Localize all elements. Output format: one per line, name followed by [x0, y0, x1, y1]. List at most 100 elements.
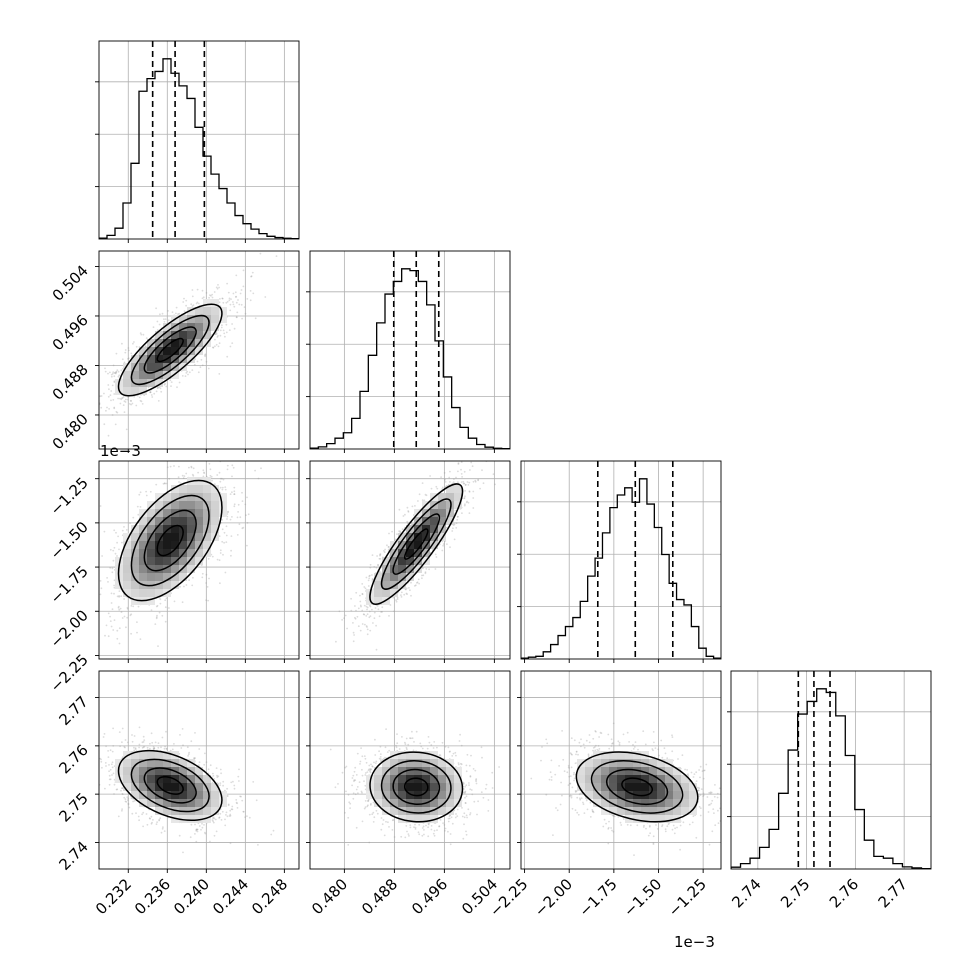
density-cell [155, 339, 163, 347]
histogram-step [521, 478, 721, 659]
contour-level-3 [130, 314, 210, 386]
density-cell [195, 347, 203, 355]
sample-point [125, 529, 128, 531]
sample-point [114, 552, 117, 555]
density-base [187, 307, 195, 315]
sample-point [379, 553, 382, 555]
sample-point [357, 625, 360, 628]
sample-point [222, 478, 225, 481]
sample-point [237, 299, 239, 301]
sample-point [109, 548, 112, 551]
sample-point [138, 396, 141, 399]
sample-point [363, 613, 366, 616]
sample-point [131, 402, 134, 405]
sample-point [375, 566, 378, 569]
sample-point [396, 596, 399, 599]
sample-point [455, 522, 458, 525]
sample-point [165, 597, 168, 600]
sample-point [218, 471, 221, 474]
sample-point [373, 611, 376, 614]
density-cell [446, 517, 454, 525]
sample-point [112, 371, 115, 373]
density-cell [406, 557, 414, 565]
density-cell [155, 581, 163, 589]
density-base [211, 517, 219, 525]
sample-point [101, 555, 103, 557]
sample-point [133, 341, 135, 343]
density-cell [171, 541, 179, 549]
sample-point [487, 449, 489, 451]
density-base [187, 557, 195, 565]
density-cell [179, 573, 187, 581]
density-base [147, 379, 155, 387]
sample-point [368, 575, 371, 578]
density-cell [147, 363, 155, 371]
sample-point [130, 632, 133, 635]
density-cell [438, 517, 446, 525]
density-base [195, 509, 203, 517]
sample-point [201, 297, 204, 300]
sample-point [374, 607, 377, 609]
density-cell [171, 331, 179, 339]
sample-point [194, 458, 196, 460]
density-cell [195, 501, 203, 509]
sample-point [219, 334, 222, 337]
sample-point [84, 555, 86, 557]
sample-point [158, 323, 161, 326]
sample-point [365, 576, 368, 579]
sample-point [218, 301, 221, 304]
density-cell [147, 355, 155, 363]
density-cell [382, 557, 390, 565]
sample-point [422, 574, 425, 577]
density-cell [139, 363, 147, 371]
sample-point [472, 490, 475, 493]
sample-point [226, 468, 229, 471]
density-base [382, 581, 390, 589]
contour-level-4 [369, 483, 464, 605]
sample-point [228, 329, 231, 331]
sample-point [260, 467, 262, 470]
density-base [211, 501, 219, 509]
sample-point [120, 398, 123, 401]
density-base [171, 573, 179, 581]
sample-point [132, 342, 134, 345]
sample-point [422, 567, 424, 570]
sample-point [205, 582, 208, 584]
density-cell [139, 379, 147, 387]
sample-point [117, 606, 120, 609]
sample-point [201, 364, 204, 367]
sample-point [371, 554, 374, 556]
sample-point [472, 507, 475, 509]
sample-point [135, 404, 138, 407]
sample-point [130, 403, 133, 406]
sample-point [449, 546, 451, 549]
sample-point [111, 567, 114, 570]
sample-point [209, 474, 212, 477]
sample-point [366, 626, 368, 628]
density-cell [195, 541, 203, 549]
sample-point [361, 593, 364, 595]
sample-point [404, 513, 406, 516]
sample-point [211, 296, 214, 299]
density-base [406, 565, 414, 573]
sample-point [109, 371, 111, 374]
sample-point [169, 379, 172, 382]
density-cell [155, 541, 163, 549]
density-cell [147, 501, 155, 509]
sample-point [214, 345, 216, 348]
density-cell [171, 339, 179, 347]
density-cell [139, 573, 147, 581]
sample-point [219, 582, 221, 585]
density-base [139, 541, 147, 549]
sample-point [156, 604, 159, 607]
sample-point [366, 606, 369, 609]
sample-point [223, 541, 226, 544]
density-cell [139, 541, 147, 549]
sample-point [209, 468, 212, 471]
density-cell [187, 549, 195, 557]
sample-point [244, 503, 247, 506]
sample-point [132, 516, 135, 519]
density-base [147, 509, 155, 517]
density-base [131, 557, 139, 565]
density-base [163, 581, 171, 589]
